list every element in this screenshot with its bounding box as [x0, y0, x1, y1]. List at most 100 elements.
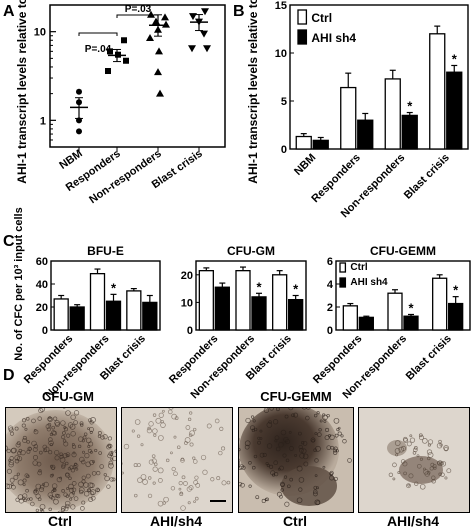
cell-speck [90, 495, 96, 501]
cell-speck [427, 451, 434, 458]
panel-c-cfu-gm-chart: 01020CFU-GMResponders*Non-responders*Bla… [167, 244, 307, 402]
cell-speck [298, 444, 303, 450]
cell-speck [78, 489, 84, 495]
cell-speck [239, 481, 243, 487]
cell-speck [70, 414, 76, 420]
cell-speck [402, 436, 408, 442]
cell-speck [89, 460, 95, 466]
cell-speck [239, 458, 241, 463]
cell-speck [298, 477, 305, 483]
cell-speck [178, 487, 182, 491]
cell-speck [33, 429, 37, 432]
cell-speck [63, 441, 69, 447]
cell-speck [61, 463, 66, 468]
cell-speck [151, 454, 156, 458]
bar-ahi-sh4 [358, 316, 374, 331]
cell-speck [22, 483, 26, 487]
cell-speck [136, 434, 141, 438]
cell-speck [90, 489, 97, 495]
cell-speck [81, 475, 86, 480]
cell-speck [419, 483, 426, 490]
cell-speck [102, 434, 108, 440]
significance-star: * [256, 279, 262, 294]
cell-speck [47, 492, 53, 498]
legend-swatch-ctrl [297, 9, 308, 25]
cell-speck [282, 453, 287, 458]
cell-speck [275, 446, 281, 452]
cell-speck [61, 435, 66, 440]
cell-speck [426, 449, 433, 455]
cell-speck [291, 413, 295, 418]
xtick-label: Non-responders [189, 333, 258, 402]
cell-speck [35, 508, 39, 512]
cell-speck [42, 482, 45, 486]
cell-speck [73, 463, 79, 469]
cell-speck [70, 431, 76, 437]
cell-speck [54, 449, 60, 456]
photo-caption-ctrl-gemm: Ctrl [282, 513, 308, 529]
bar-ahi-sh4 [105, 300, 122, 331]
cell-speck [279, 494, 283, 499]
cell-speck [43, 481, 49, 488]
cell-speck [299, 453, 305, 459]
micrograph-cfu-gm-ctrl [5, 407, 117, 513]
panel-a-point-square [107, 48, 113, 55]
cell-speck [147, 476, 152, 480]
cell-speck [29, 497, 33, 501]
cell-speck [402, 461, 408, 467]
cell-speck [108, 460, 114, 466]
panel-a-point-square [121, 37, 127, 44]
legend-label: AHI sh4 [311, 31, 356, 45]
panel-a-point-circle [76, 128, 82, 135]
photo-header-cfu-gemm: CFU-GEMM [260, 389, 332, 404]
chart-frame [335, 260, 471, 331]
cell-speck [244, 440, 251, 447]
bar-ctrl [89, 272, 106, 331]
cell-speck [17, 456, 23, 462]
cell-speck [443, 445, 449, 451]
cell-speck [59, 457, 66, 463]
cell-speck [438, 472, 442, 476]
cell-speck [289, 446, 294, 451]
cell-speck [439, 443, 443, 447]
cell-speck [51, 473, 55, 477]
cell-speck [35, 493, 41, 499]
cell-speck [188, 485, 194, 491]
cell-speck [79, 423, 84, 427]
chart-frame [289, 4, 469, 150]
cell-speck [53, 416, 58, 421]
cell-speck [152, 413, 157, 417]
cell-speck [77, 444, 82, 449]
cell-speck [173, 471, 178, 477]
significance-star: * [453, 283, 459, 298]
panel-a-pvalue-label: P=.04 [85, 44, 112, 55]
cell-speck [148, 421, 154, 427]
cell-speck [189, 411, 193, 415]
cell-speck [322, 413, 326, 417]
cell-speck [330, 445, 334, 450]
cell-speck [157, 478, 163, 483]
cell-speck [59, 454, 64, 459]
cell-speck [56, 494, 61, 499]
legend-swatch-ahi-sh4 [297, 29, 308, 45]
panel-a-point-triangle-down [203, 45, 211, 53]
significance-star: * [408, 300, 414, 315]
cell-speck [397, 471, 401, 475]
cell-speck [265, 461, 269, 466]
chart-title: CFU-GM [227, 244, 275, 258]
ytick-label: 0 [281, 144, 287, 156]
cell-speck [248, 461, 252, 465]
cell-speck [20, 449, 26, 456]
cell-speck [38, 450, 43, 455]
cell-speck [14, 426, 19, 431]
cell-speck [440, 460, 447, 467]
panel-b-ylabel: AHI-1 transcript levels relative to NBM [246, 0, 260, 184]
panel-a-xtick-label: NBM [57, 148, 84, 172]
cell-speck [137, 477, 143, 483]
cell-speck [337, 426, 341, 430]
cell-speck [73, 496, 79, 501]
cell-speck [26, 474, 30, 479]
cell-speck [194, 475, 199, 480]
panel-a-point-triangle-up [154, 68, 162, 76]
cell-speck [189, 430, 195, 437]
